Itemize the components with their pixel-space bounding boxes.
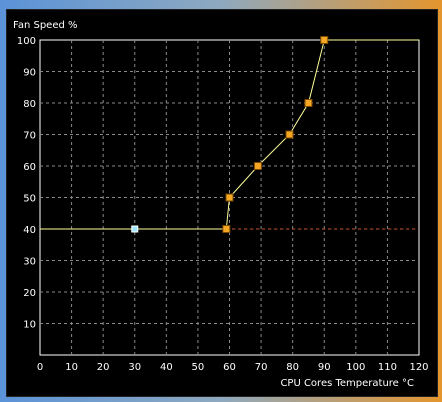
y-tick-label: 70 bbox=[23, 131, 36, 142]
y-tick-label: 20 bbox=[23, 288, 36, 299]
curve-control-point[interactable] bbox=[222, 225, 231, 233]
chart-title: Fan Speed % bbox=[13, 20, 78, 31]
y-tick-label: 80 bbox=[23, 99, 36, 110]
y-tick-labels: 10 20 30 40 50 60 70 80 90 100 bbox=[17, 36, 36, 331]
x-axis-label: CPU Cores Temperature °C bbox=[280, 378, 414, 389]
x-tick-label: 0 bbox=[37, 362, 43, 373]
x-tick-label: 40 bbox=[160, 362, 173, 373]
x-tick-label: 80 bbox=[286, 362, 299, 373]
current-temperature-marker bbox=[131, 225, 139, 233]
fan-speed-chart[interactable]: 0 10 20 30 40 50 60 70 80 90 100 110 120 10 20 30 40 50 6… bbox=[7, 10, 437, 396]
x-tick-label: 90 bbox=[318, 362, 331, 373]
curve-control-point[interactable] bbox=[320, 36, 329, 44]
x-tick-label: 20 bbox=[97, 362, 110, 373]
x-tick-label: 70 bbox=[255, 362, 268, 373]
x-tick-label: 50 bbox=[192, 362, 205, 373]
x-tick-label: 120 bbox=[409, 362, 428, 373]
curve-control-point[interactable] bbox=[285, 130, 294, 139]
x-tick-label: 100 bbox=[346, 362, 365, 373]
fan-curve-panel: 0 10 20 30 40 50 60 70 80 90 100 110 120 10 20 30 40 50 6… bbox=[6, 9, 438, 397]
y-tick-label: 50 bbox=[23, 194, 36, 205]
y-tick-label: 10 bbox=[23, 320, 36, 331]
y-tick-label: 90 bbox=[23, 68, 36, 79]
x-tick-label: 30 bbox=[128, 362, 141, 373]
x-tick-label: 60 bbox=[223, 362, 236, 373]
curve-control-point[interactable] bbox=[253, 162, 262, 170]
y-tick-label: 100 bbox=[17, 36, 36, 47]
y-tick-label: 30 bbox=[23, 257, 36, 268]
x-tick-label: 10 bbox=[65, 362, 78, 373]
fan-curve-line[interactable] bbox=[40, 39, 419, 230]
curve-control-point[interactable] bbox=[225, 193, 234, 202]
curve-markers[interactable] bbox=[131, 36, 329, 233]
x-tick-labels: 0 10 20 30 40 50 60 70 80 90 100 110 120 bbox=[37, 362, 429, 373]
y-tick-label: 60 bbox=[23, 162, 36, 173]
y-tick-label: 40 bbox=[23, 225, 36, 236]
curve-control-point[interactable] bbox=[304, 99, 313, 107]
fan-curve[interactable] bbox=[40, 39, 419, 230]
x-tick-label: 110 bbox=[378, 362, 397, 373]
